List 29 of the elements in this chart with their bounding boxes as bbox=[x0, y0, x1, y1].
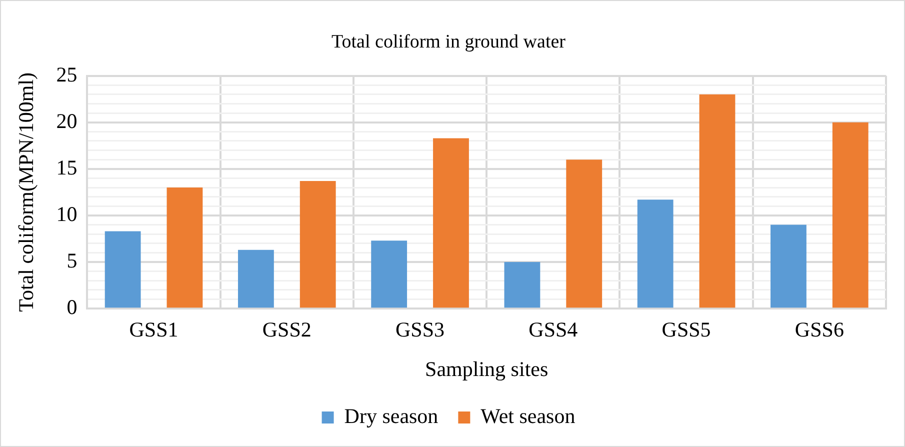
x-tick-label: GSS6 bbox=[794, 318, 844, 342]
bar bbox=[104, 231, 141, 308]
bar bbox=[699, 94, 736, 308]
legend-label: Dry season bbox=[344, 404, 439, 428]
bar bbox=[637, 200, 674, 308]
x-tick-label: GSS4 bbox=[528, 318, 578, 342]
y-tick-label: 20 bbox=[56, 108, 78, 133]
x-tick-label: GSS1 bbox=[129, 318, 178, 342]
bar bbox=[238, 250, 274, 308]
legend-label: Wet season bbox=[480, 404, 576, 428]
y-tick-label: 10 bbox=[56, 202, 78, 226]
bar bbox=[832, 122, 868, 308]
bar bbox=[566, 160, 602, 308]
bar bbox=[371, 240, 408, 308]
bar bbox=[166, 188, 203, 308]
chart-title: Total coliform in ground water bbox=[332, 31, 566, 52]
bar bbox=[433, 138, 469, 308]
y-tick-label: 25 bbox=[56, 62, 78, 86]
bar bbox=[504, 262, 540, 308]
y-axis-title: Total coliform(MPN/100ml) bbox=[14, 72, 38, 312]
y-tick-label: 5 bbox=[66, 248, 78, 273]
x-tick-label: GSS3 bbox=[396, 318, 445, 342]
y-tick-label: 0 bbox=[66, 295, 78, 320]
y-tick-label: 15 bbox=[56, 155, 78, 180]
bar bbox=[300, 181, 336, 308]
x-axis-title: Sampling sites bbox=[425, 356, 548, 381]
x-tick-label: GSS2 bbox=[262, 318, 312, 342]
bar bbox=[770, 224, 806, 308]
x-tick-label: GSS5 bbox=[662, 318, 711, 342]
